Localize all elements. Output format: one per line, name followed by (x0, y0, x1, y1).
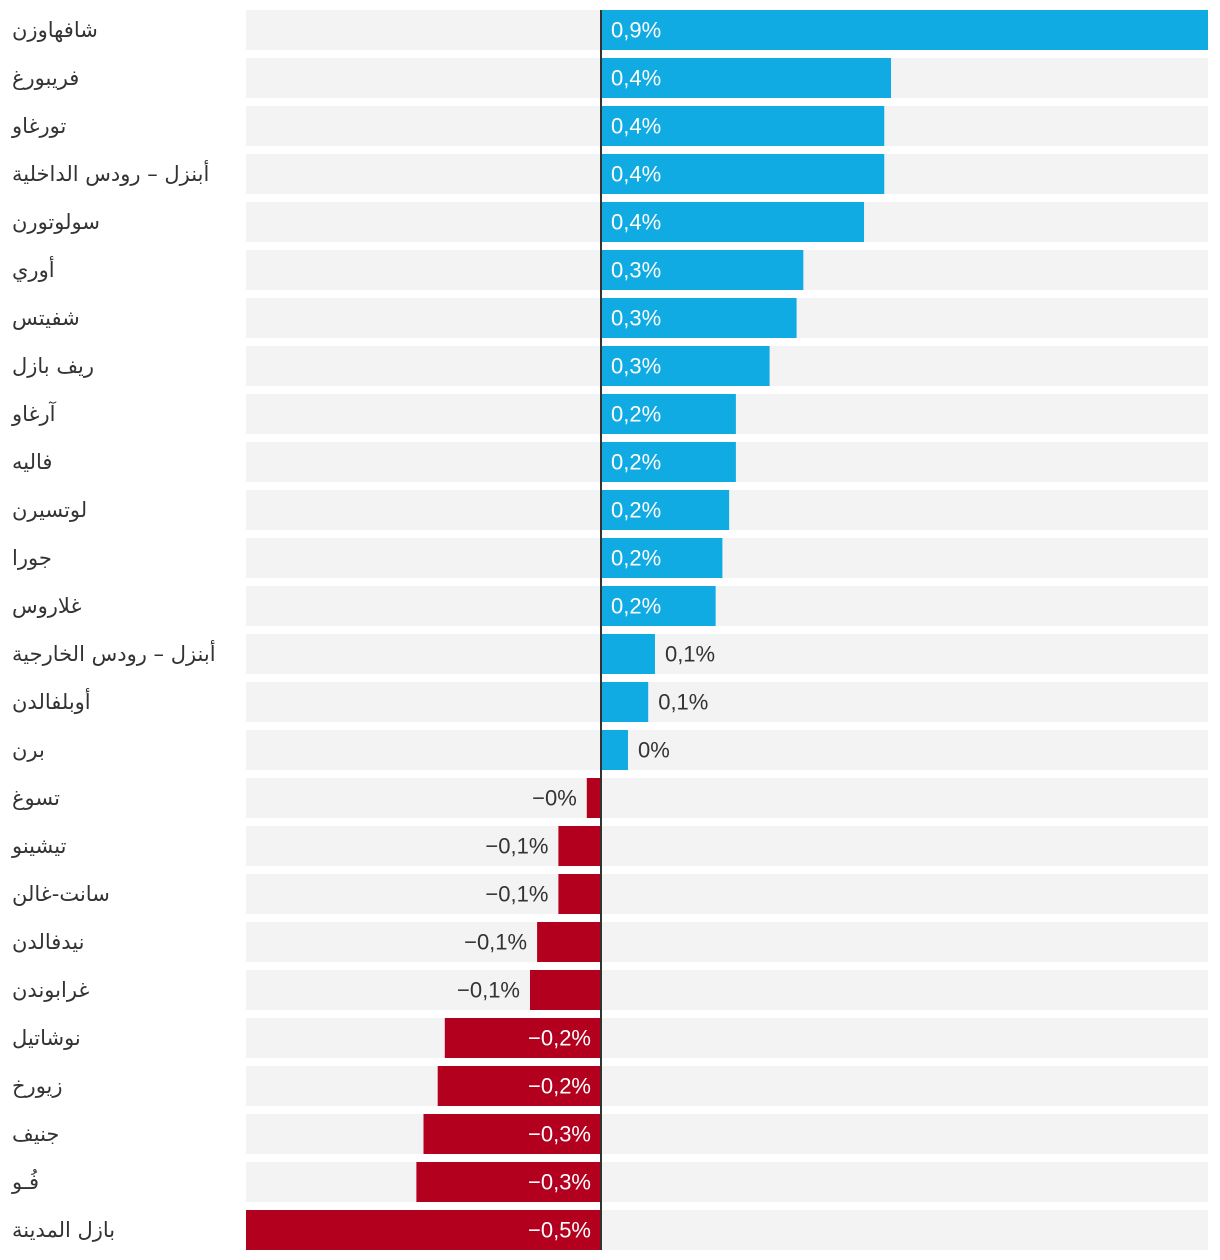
value-label: −0,3% (528, 1122, 591, 1147)
bar (601, 394, 736, 434)
bar (601, 490, 730, 530)
value-label: −0% (532, 786, 577, 811)
bar (601, 538, 723, 578)
bar-track (246, 634, 1208, 674)
category-label: أبنزل – رودس الخارجية (12, 640, 216, 666)
category-label: لوتسيرن (12, 498, 87, 522)
bar (601, 106, 885, 146)
category-label: ريف بازل (12, 354, 94, 378)
category-label: فُـو (11, 1168, 39, 1194)
bar (558, 826, 601, 866)
bar (601, 202, 865, 242)
bar (601, 346, 770, 386)
value-label: 0,2% (611, 498, 661, 523)
category-label: فريبورغ (12, 66, 79, 90)
category-label: سانت-غالن (12, 882, 110, 906)
category-label: أوبلفالدن (12, 688, 91, 714)
category-label: تيشينو (11, 834, 67, 858)
bar-track (246, 1018, 1208, 1058)
value-label: −0,3% (528, 1170, 591, 1195)
bar (416, 1162, 601, 1202)
category-label: نوشاتيل (12, 1026, 81, 1050)
value-label: 0,4% (611, 210, 661, 235)
bar (601, 682, 649, 722)
bar (601, 250, 804, 290)
bar (423, 1114, 601, 1154)
bar-track (246, 778, 1208, 818)
category-label: جنيف (12, 1122, 59, 1146)
category-label: شفيتس (12, 306, 80, 330)
bar (601, 298, 797, 338)
category-label: تورغاو (11, 114, 67, 138)
category-label: آرغاو (11, 401, 57, 426)
value-label: 0% (638, 738, 670, 763)
category-label: برن (12, 738, 45, 762)
bar (601, 442, 736, 482)
bar (601, 586, 716, 626)
value-label: −0,1% (485, 834, 548, 859)
bar-track (246, 826, 1208, 866)
category-label: أوري (12, 256, 55, 282)
value-label: 0,1% (658, 690, 708, 715)
bar-track (246, 1162, 1208, 1202)
bar-track (246, 730, 1208, 770)
value-label: 0,9% (611, 18, 661, 43)
category-label: تسوغ (12, 786, 60, 810)
bar-track (246, 874, 1208, 914)
bar-track (246, 586, 1208, 626)
value-label: 0,4% (611, 66, 661, 91)
category-label: بازل المدينة (12, 1218, 115, 1242)
category-label: غلاروس (12, 594, 81, 618)
category-label: فاليه (12, 450, 52, 474)
bar (530, 970, 601, 1010)
value-label: 0,2% (611, 450, 661, 475)
value-label: 0,3% (611, 258, 661, 283)
value-label: −0,2% (528, 1026, 591, 1051)
bar (537, 922, 601, 962)
bar (601, 10, 1208, 50)
category-label: سولوتورن (12, 210, 100, 234)
value-label: 0,2% (611, 402, 661, 427)
value-label: 0,3% (611, 354, 661, 379)
value-label: 0,4% (611, 162, 661, 187)
value-label: −0,5% (528, 1218, 591, 1243)
value-label: −0,1% (464, 930, 527, 955)
category-label: شافهاوزن (12, 18, 98, 42)
bar (558, 874, 601, 914)
bar (601, 58, 892, 98)
value-label: −0,1% (485, 882, 548, 907)
category-label: زيورخ (12, 1074, 63, 1098)
value-label: 0,2% (611, 546, 661, 571)
bar-track (246, 538, 1208, 578)
value-label: −0,1% (457, 978, 520, 1003)
value-label: −0,2% (528, 1074, 591, 1099)
bar-track (246, 682, 1208, 722)
bar (586, 778, 601, 818)
bar-track (246, 1114, 1208, 1154)
bar (444, 1018, 601, 1058)
bar-track (246, 970, 1208, 1010)
bar-track (246, 922, 1208, 962)
value-label: 0,1% (665, 642, 715, 667)
bar (601, 730, 628, 770)
bar (601, 634, 655, 674)
category-label: غرابوندن (12, 978, 89, 1002)
category-label: جورا (12, 546, 52, 570)
value-label: 0,3% (611, 306, 661, 331)
bar (437, 1066, 601, 1106)
category-label: نيدفالدن (12, 930, 85, 954)
bar-track (246, 1066, 1208, 1106)
value-label: 0,4% (611, 114, 661, 139)
category-label: أبنزل – رودس الداخلية (12, 160, 209, 186)
bar (601, 154, 885, 194)
bar (246, 1210, 601, 1250)
value-label: 0,2% (611, 594, 661, 619)
